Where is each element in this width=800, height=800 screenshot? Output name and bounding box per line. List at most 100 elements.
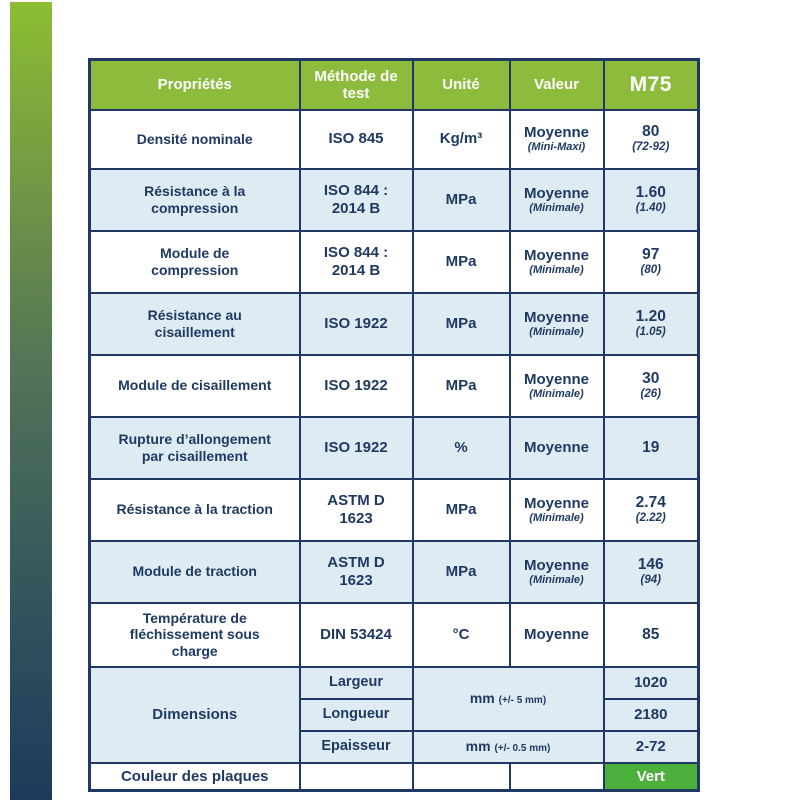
material-spec-table: Propriétés Méthode de test Unité Valeur … xyxy=(88,58,700,792)
result-value: 19 xyxy=(642,438,660,456)
result-value: 30 xyxy=(642,369,660,387)
property-cell: Résistance à la traction xyxy=(88,477,301,542)
value-cell: Moyenne (Mini-Maxi) xyxy=(508,108,605,170)
result-value: 85 xyxy=(642,625,660,643)
method-cell: ISO 844 : 2014 B xyxy=(298,167,414,232)
unit-cell: °C xyxy=(411,601,511,668)
result-note: (1.40) xyxy=(635,201,666,214)
property-cell: Module de cisaillement xyxy=(88,353,301,418)
value-label: Moyenne xyxy=(523,124,589,142)
value-cell: Moyenne xyxy=(508,415,605,480)
value-label: Moyenne xyxy=(523,625,589,643)
value-cell: Moyenne xyxy=(508,601,605,668)
property-cell: Densité nominale xyxy=(88,108,301,170)
dimension-name-cell: Largeur xyxy=(298,665,414,700)
method-cell: DIN 53424 xyxy=(298,601,414,668)
dimensions-row-epaisseur: Epaisseur mm (+/- 0.5 mm) 2-72 xyxy=(90,729,700,764)
unit-cell: MPa xyxy=(411,353,511,418)
table-row: Résistance à la traction ASTM D 1623 MPa… xyxy=(88,477,700,542)
unit-cell: Kg/m³ xyxy=(411,108,511,170)
value-label: Moyenne xyxy=(523,494,589,512)
method-cell: ISO 1922 xyxy=(298,291,414,356)
method-cell: ISO 1922 xyxy=(298,353,414,418)
property-cell: Module de compression xyxy=(88,229,301,294)
table-row: Module de cisaillement ISO 1922 MPa Moye… xyxy=(88,353,700,418)
empty-cell xyxy=(411,761,511,792)
result-value: 80 xyxy=(642,123,660,141)
value-label: Moyenne xyxy=(523,438,589,456)
empty-cell xyxy=(508,761,605,792)
table-row: Module de traction ASTM D 1623 MPa Moyen… xyxy=(88,539,700,604)
value-note: (Minimale) xyxy=(529,263,584,276)
value-label: Moyenne xyxy=(523,370,589,388)
value-cell: Moyenne (Minimale) xyxy=(508,291,605,356)
result-value: 97 xyxy=(642,245,660,263)
dimension-tolerance: (+/- 0.5 mm) xyxy=(494,743,551,755)
result-value: 2.74 xyxy=(635,493,666,511)
result-cell: 146 (94) xyxy=(602,539,700,604)
value-label: Moyenne xyxy=(523,184,589,202)
method-cell: ISO 845 xyxy=(298,108,414,170)
result-cell: 30 (26) xyxy=(602,353,700,418)
plate-color-value-cell: Vert xyxy=(602,761,700,792)
unit-cell: MPa xyxy=(411,539,511,604)
result-note: (2.22) xyxy=(635,511,666,524)
method-cell: ISO 1922 xyxy=(298,415,414,480)
dimension-unit: mm xyxy=(469,690,495,707)
value-note: (Minimale) xyxy=(529,387,584,400)
table-row: Rupture d’allongement par cisaillement I… xyxy=(88,415,700,480)
value-note: (Mini-Maxi) xyxy=(527,141,586,154)
table-row: Module de compression ISO 844 : 2014 B M… xyxy=(88,229,700,294)
property-cell: Température de fléchissement sous charge xyxy=(88,601,301,668)
property-cell: Module de traction xyxy=(88,539,301,604)
result-value: 146 xyxy=(637,555,664,573)
result-cell: 80 (72-92) xyxy=(602,108,700,170)
result-value: 1.60 xyxy=(635,183,666,201)
result-note: (72-92) xyxy=(632,141,670,154)
col-header-method: Méthode de test xyxy=(298,58,414,111)
col-header-value: Valeur xyxy=(508,58,605,111)
dimensions-row-longueur: Longueur 2180 xyxy=(90,697,700,732)
result-cell: 1.20 (1.05) xyxy=(602,291,700,356)
value-label: Moyenne xyxy=(523,246,589,264)
result-note: (1.05) xyxy=(635,325,666,338)
unit-cell: MPa xyxy=(411,229,511,294)
value-cell: Moyenne (Minimale) xyxy=(508,353,605,418)
col-header-unit: Unité xyxy=(411,58,511,111)
method-cell: ISO 844 : 2014 B xyxy=(298,229,414,294)
col-header-m75: M75 xyxy=(602,58,700,111)
sidebar-gradient-bar xyxy=(10,2,52,800)
dimension-result-cell: 2180 xyxy=(602,697,700,732)
table-row: Température de fléchissement sous charge… xyxy=(88,601,700,668)
value-cell: Moyenne (Minimale) xyxy=(508,167,605,232)
value-cell: Moyenne (Minimale) xyxy=(508,229,605,294)
method-cell: ASTM D 1623 xyxy=(298,539,414,604)
value-note: (Minimale) xyxy=(529,201,584,214)
dimension-unit: mm xyxy=(465,738,491,755)
table-row: Densité nominale ISO 845 Kg/m³ Moyenne (… xyxy=(88,108,700,170)
dimension-unit-cell: mm (+/- 0.5 mm) xyxy=(411,729,605,764)
header-row: Propriétés Méthode de test Unité Valeur … xyxy=(88,58,700,111)
result-cell: 2.74 (2.22) xyxy=(602,477,700,542)
dimensions-label-cell: Dimensions xyxy=(88,665,301,764)
unit-cell: MPa xyxy=(411,291,511,356)
unit-cell: MPa xyxy=(411,167,511,232)
empty-cell xyxy=(298,761,414,792)
value-note: (Minimale) xyxy=(529,573,584,586)
method-cell: ASTM D 1623 xyxy=(298,477,414,542)
property-cell: Rupture d’allongement par cisaillement xyxy=(88,415,301,480)
result-note: (94) xyxy=(640,573,661,586)
dimension-result-cell: 2-72 xyxy=(602,729,700,764)
dimension-unit-cell: mm (+/- 5 mm) xyxy=(411,665,605,732)
result-note: (26) xyxy=(640,387,661,400)
property-cell: Résistance à la compression xyxy=(88,167,301,232)
dimension-result-cell: 1020 xyxy=(602,665,700,700)
dimension-name-cell: Epaisseur xyxy=(298,729,414,764)
value-label: Moyenne xyxy=(523,556,589,574)
unit-cell: MPa xyxy=(411,477,511,542)
result-cell: 97 (80) xyxy=(602,229,700,294)
dimension-name-cell: Longueur xyxy=(298,697,414,732)
result-cell: 85 xyxy=(602,601,700,668)
result-cell: 19 xyxy=(602,415,700,480)
value-cell: Moyenne (Minimale) xyxy=(508,477,605,542)
